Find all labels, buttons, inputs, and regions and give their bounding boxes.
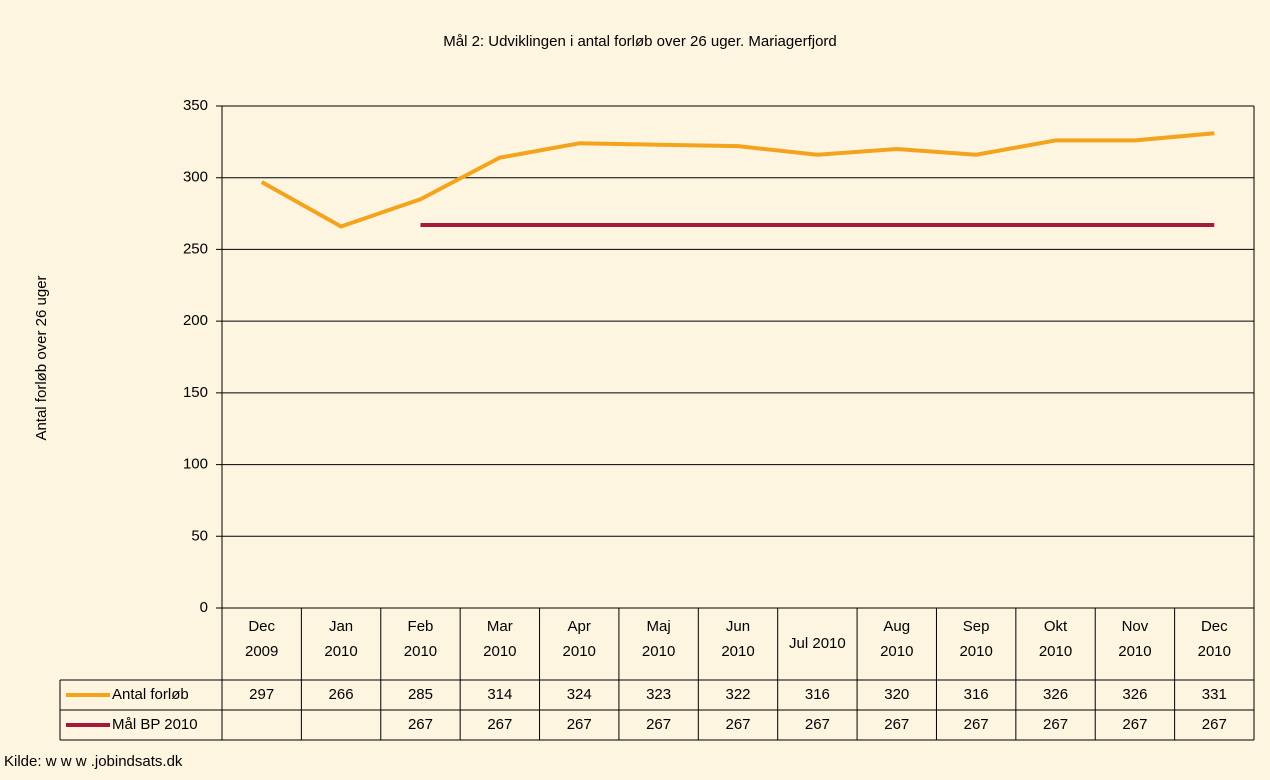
x-tick-line: Dec [1201,618,1228,635]
x-tick-line: 2010 [959,643,992,660]
x-tick-label: Sep 2010 [959,618,992,660]
x-tick-label: Dec 2009 [245,618,278,660]
table-value: 267 [1202,716,1227,733]
table-value: 314 [487,686,512,703]
x-tick-label: Aug 2010 [880,618,913,660]
table-value: 320 [884,686,909,703]
legend-label: Mål BP 2010 [112,716,198,733]
x-tick-line: 2010 [721,643,754,660]
x-tick-line: 2010 [324,643,357,660]
y-tick-label: 200 [183,312,208,329]
table-value: 285 [408,686,433,703]
y-tick-label: 0 [200,599,208,616]
x-tick-line: 2010 [1198,643,1231,660]
table-value: 267 [884,716,909,733]
table-value: 267 [567,716,592,733]
table-value: 266 [329,686,354,703]
y-tick-label: 300 [183,169,208,186]
table-value: 267 [408,716,433,733]
source: Kilde: w w w .jobindsats.dk [4,753,183,770]
x-tick-line: 2010 [404,643,437,660]
table-value: 322 [725,686,750,703]
y-tick-label: 50 [191,527,208,544]
x-tick-line: 2009 [245,643,278,660]
table-value: 324 [567,686,592,703]
x-tick-label: Okt 2010 [1039,618,1072,660]
table-value: 267 [1043,716,1068,733]
table-value: 267 [964,716,989,733]
x-tick-label: Nov 2010 [1118,618,1151,660]
x-tick-line: Aug [883,618,910,635]
x-tick-line: Dec [248,618,275,635]
x-tick-line: Maj [647,618,671,635]
x-tick-line: Nov [1122,618,1149,635]
x-tick-line: 2010 [642,643,675,660]
table-value: 326 [1043,686,1068,703]
x-tick-line: Jun [726,618,750,635]
y-axis-label: Antal forløb over 26 uger [33,275,50,440]
x-tick-line: 2010 [880,643,913,660]
x-tick-label: Feb 2010 [404,618,437,660]
y-tick-label: 250 [183,240,208,257]
x-tick-label: Apr 2010 [563,618,596,660]
table-value: 331 [1202,686,1227,703]
y-tick-label: 150 [183,384,208,401]
legend-label: Antal forløb [112,686,189,703]
x-tick-label: Mar 2010 [483,618,516,660]
x-tick-line: Sep [963,618,990,635]
x-tick-label: Maj 2010 [642,618,675,660]
x-tick-label: Jul 2010 [789,635,846,652]
x-tick-line: Okt [1044,618,1068,635]
y-tick-label: 100 [183,456,208,473]
y-tick-label: 350 [183,97,208,114]
table-value: 267 [487,716,512,733]
x-tick-line: 2010 [1039,643,1072,660]
table-value: 267 [646,716,671,733]
table-value: 267 [805,716,830,733]
table-value: 267 [1122,716,1147,733]
x-tick-line: 2010 [563,643,596,660]
x-tick-label: Jan 2010 [324,618,357,660]
x-tick-line: Feb [408,618,434,635]
x-tick-line: Mar [487,618,513,635]
x-tick-line: Jan [329,618,353,635]
table-value: 297 [249,686,274,703]
x-tick-line: 2010 [1118,643,1151,660]
x-tick-label: Jun 2010 [721,618,754,660]
table-value: 267 [725,716,750,733]
table-value: 323 [646,686,671,703]
table-value: 316 [805,686,830,703]
x-tick-label: Dec 2010 [1198,618,1231,660]
x-tick-line: Apr [568,618,591,635]
chart-title: Mål 2: Udviklingen i antal forløb over 2… [443,33,837,50]
table-value: 326 [1122,686,1147,703]
table-value: 316 [964,686,989,703]
x-tick-line: 2010 [483,643,516,660]
series-line [260,131,1215,229]
